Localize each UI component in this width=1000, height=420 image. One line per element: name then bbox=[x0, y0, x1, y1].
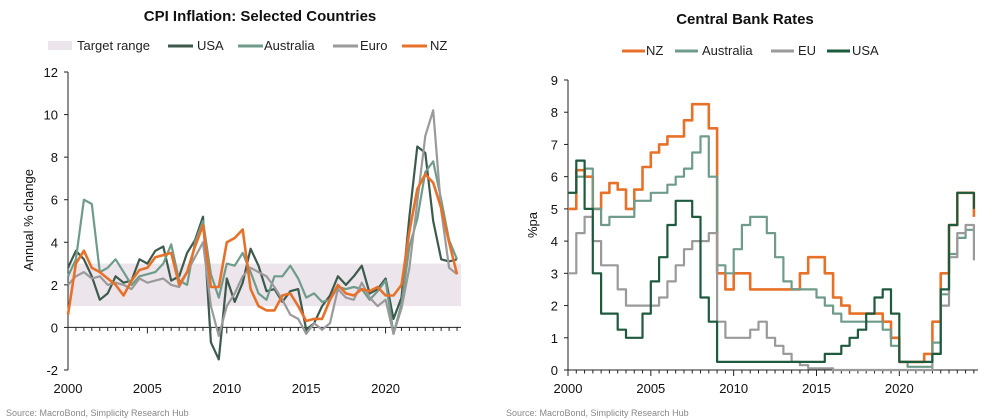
source-note: Source: MacroBond, Simplicity Research H… bbox=[6, 408, 189, 418]
x-tick-label: 2000 bbox=[54, 381, 83, 396]
y-tick-label: 12 bbox=[44, 65, 58, 80]
series-line-usa bbox=[568, 159, 975, 363]
x-tick-label: 2005 bbox=[636, 381, 665, 396]
x-tick-label: 2015 bbox=[802, 381, 831, 396]
central-bank-rates-panel: Central Bank Rates NZ Australia EU USA %… bbox=[500, 0, 1000, 420]
legend-label-eu: EU bbox=[798, 43, 816, 58]
y-tick-label: 8 bbox=[551, 105, 558, 120]
legend: NZ Australia EU USA bbox=[622, 43, 879, 58]
legend-label-usa: USA bbox=[852, 43, 879, 58]
legend-label-euro: Euro bbox=[360, 38, 387, 53]
y-tick-label: 3 bbox=[551, 266, 558, 281]
y-tick-label: 9 bbox=[551, 73, 558, 88]
x-tick-label: 2020 bbox=[885, 381, 914, 396]
central-bank-rates-chart: Central Bank Rates NZ Australia EU USA %… bbox=[525, 11, 978, 396]
series-line-australia bbox=[568, 135, 974, 368]
y-tick-label: 0 bbox=[551, 363, 558, 378]
cpi-inflation-chart: CPI Inflation: Selected Countries Target… bbox=[21, 8, 461, 396]
y-tick-label: 2 bbox=[51, 278, 58, 293]
x-tick-label: 2005 bbox=[133, 381, 162, 396]
y-tick-label: 10 bbox=[44, 108, 58, 123]
legend-swatch-target-range bbox=[48, 41, 72, 50]
x-tick-label: 2010 bbox=[719, 381, 748, 396]
chart-title: Central Bank Rates bbox=[676, 11, 814, 28]
y-axis-label: Annual % change bbox=[21, 169, 36, 271]
y-tick-label: 0 bbox=[51, 320, 58, 335]
x-tick-label: 2020 bbox=[371, 381, 400, 396]
series-line-nz bbox=[66, 172, 459, 323]
legend-label-target-range: Target range bbox=[77, 38, 150, 53]
y-tick-label: 4 bbox=[551, 234, 558, 249]
y-tick-label: 6 bbox=[51, 193, 58, 208]
legend-label-usa: USA bbox=[197, 38, 224, 53]
y-tick-label: 6 bbox=[551, 170, 558, 185]
legend-label-australia: Australia bbox=[702, 43, 753, 58]
y-tick-label: 4 bbox=[51, 235, 58, 250]
y-axis-label: %pa bbox=[525, 211, 540, 238]
y-tick-label: 2 bbox=[551, 299, 558, 314]
y-tick-label: 8 bbox=[51, 150, 58, 165]
x-tick-label: 2015 bbox=[292, 381, 321, 396]
y-tick-label: 5 bbox=[551, 202, 558, 217]
y-tick-label: 7 bbox=[551, 137, 558, 152]
cpi-inflation-panel: CPI Inflation: Selected Countries Target… bbox=[6, 8, 461, 418]
legend-label-australia: Australia bbox=[264, 38, 315, 53]
y-tick-label: -2 bbox=[46, 363, 58, 378]
y-tick-label: 1 bbox=[551, 331, 558, 346]
x-tick-label: 2010 bbox=[212, 381, 241, 396]
series-line-eu bbox=[568, 215, 975, 372]
legend-label-nz: NZ bbox=[430, 38, 447, 53]
series-line-euro bbox=[67, 109, 458, 337]
source-note: Source: MacroBond, Simplicity Research H… bbox=[506, 408, 689, 418]
legend: Target range USA Australia Euro NZ bbox=[48, 38, 447, 53]
x-tick-label: 2000 bbox=[554, 381, 583, 396]
legend-label-nz: NZ bbox=[646, 43, 663, 58]
chart-title: CPI Inflation: Selected Countries bbox=[144, 8, 377, 25]
